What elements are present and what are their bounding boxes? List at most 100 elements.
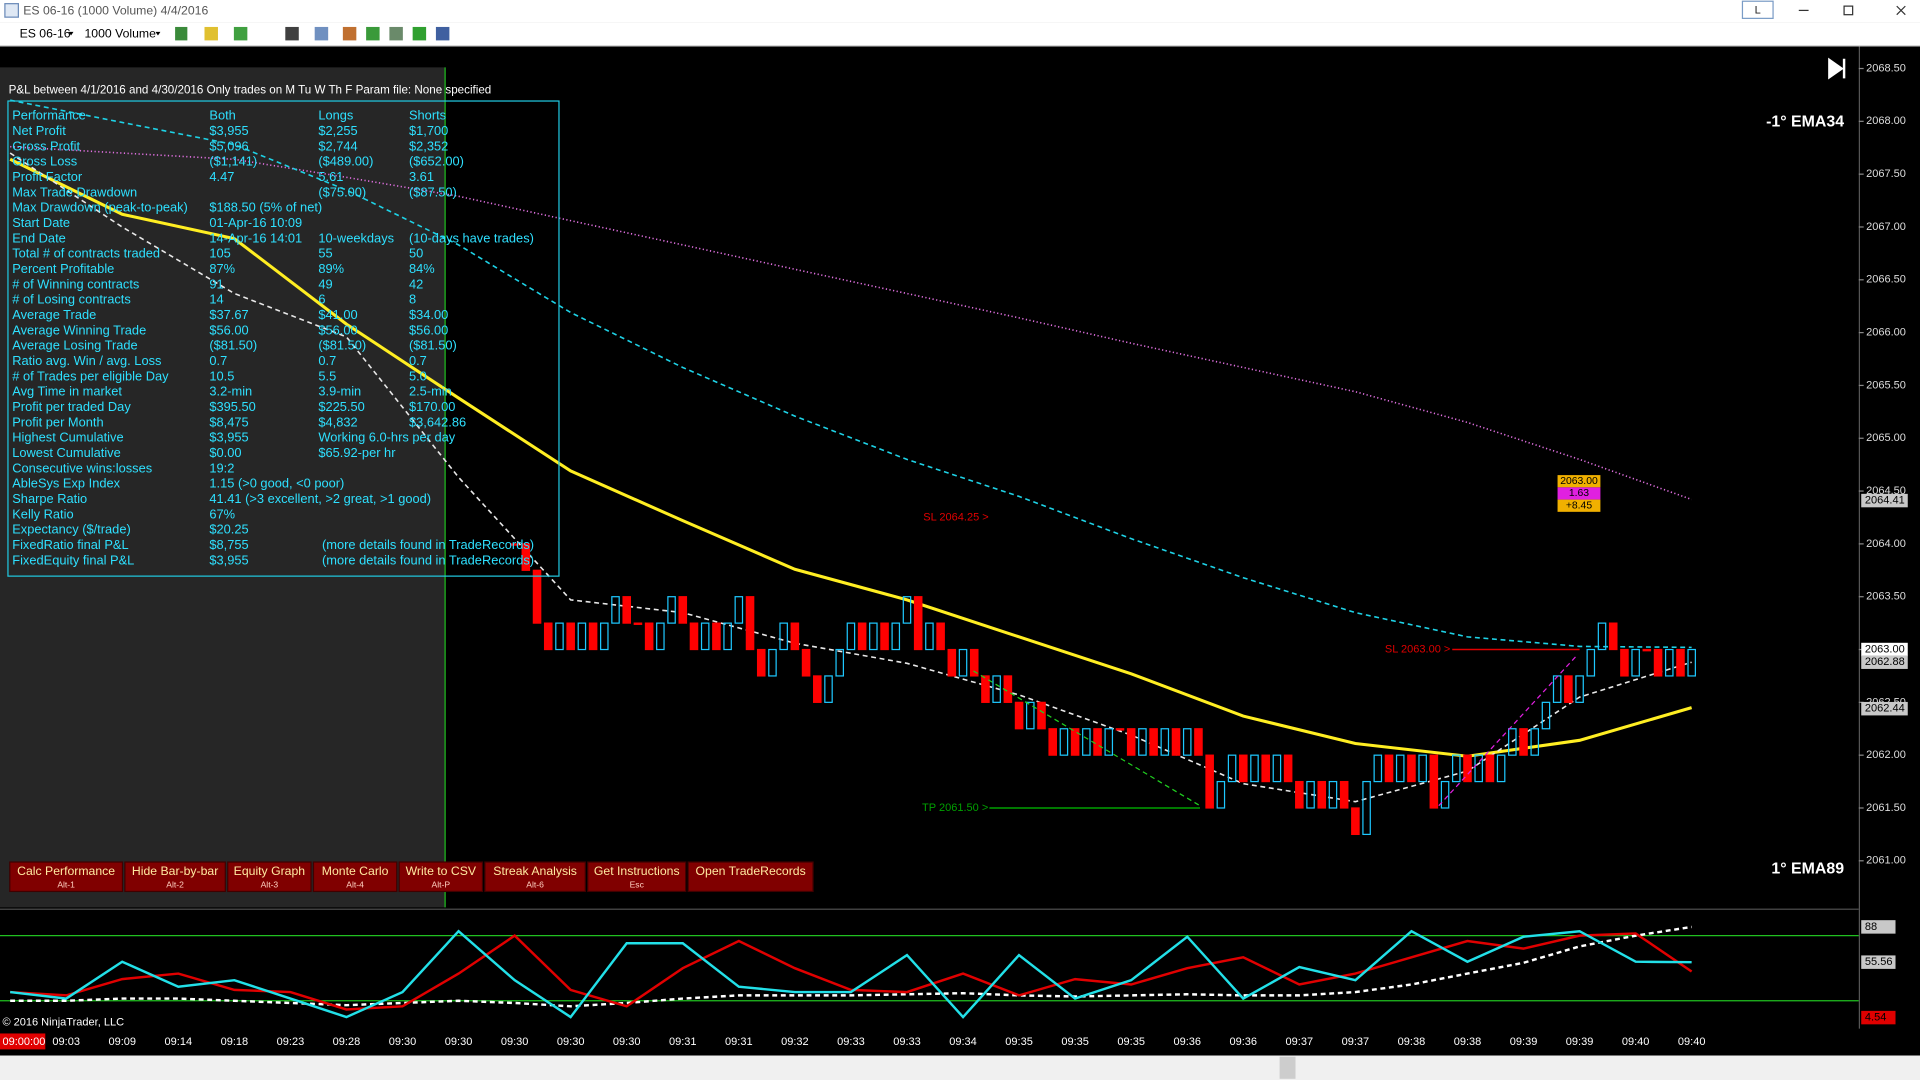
scrollbar[interactable] [0,1055,1920,1080]
time-label: 09:37 [1342,1036,1370,1048]
time-label: 09:23 [277,1036,305,1048]
oscillator-panel: 88 55.56 4.54 [0,920,1896,1025]
candle-up [1664,648,1674,677]
time-label: 09:14 [165,1036,193,1048]
candle-up [958,648,968,677]
report-cell: $34.00 [409,307,448,322]
y-tick-label: 2065.00 [1866,432,1906,444]
button-label[interactable]: Streak Analysis [493,864,577,878]
action-button[interactable] [687,861,814,893]
button-shortcut[interactable]: Alt-1 [57,880,75,890]
report-cell: $395.50 [209,399,255,414]
candle-up [1227,754,1237,783]
oscillator-marker-label: 55.56 [1865,956,1893,968]
button-shortcut[interactable]: Alt-P [432,880,451,890]
candle-down [1384,754,1394,783]
report-cell: $56.00 [318,322,357,337]
button-label[interactable]: Hide Bar-by-bar [132,864,218,878]
drawing-tool-icon[interactable] [204,26,218,41]
candle-down [532,569,542,624]
order-annotation: SL 2064.25 > [923,511,988,523]
bar-type-icon[interactable] [175,26,188,41]
button-shortcut[interactable]: Alt-3 [261,880,279,890]
button-shortcut[interactable]: Alt-4 [346,880,364,890]
candle-up [723,622,732,651]
report-cell: ($81.50) [318,338,366,353]
candle-up [768,648,777,677]
data-box-icon[interactable] [435,26,450,41]
report-cell: Gross Loss [12,154,77,169]
price-marker [1861,701,1908,716]
action-button[interactable] [398,861,484,893]
candle-down [689,622,699,651]
scroll-to-end-icon[interactable] [1828,57,1846,80]
action-button[interactable] [124,861,226,893]
y-tick-label: 2061.00 [1866,855,1906,867]
layout-button-label[interactable]: L [1755,4,1761,16]
candle-up [902,596,912,624]
action-button[interactable] [587,861,687,893]
report-cell: FixedEquity final P&L [12,552,134,567]
action-button[interactable] [9,861,124,893]
button-label[interactable]: Equity Graph [234,864,306,878]
ema-label: -1° EMA34 [1766,114,1844,131]
time-label: 09:32 [781,1036,809,1048]
report-cell: 10.5 [209,368,234,383]
candle-down [1519,728,1528,756]
report-cell: 0.7 [209,353,227,368]
trade-line [973,670,1201,807]
button-label[interactable]: Monte Carlo [322,864,389,878]
button-label[interactable]: Calc Performance [17,864,115,878]
report-column-header: Shorts [409,108,446,123]
layout-button[interactable] [1741,0,1774,19]
candle-up [1586,648,1596,677]
indicator-icon[interactable] [233,26,248,41]
button-shortcut[interactable]: Alt-6 [526,880,544,890]
instrument-selector[interactable]: ES 06-16 [20,27,71,41]
action-button[interactable] [484,861,586,893]
action-button[interactable] [227,861,312,893]
button-label[interactable]: Open TradeRecords [696,864,806,878]
scrollbar-thumb[interactable] [1279,1056,1296,1079]
candle-down [1014,701,1024,730]
time-labels: 09:00:00 09:03 09:09 09:14 09:18 09:23 09:28 09… [0,1033,1705,1050]
crosshair-icon[interactable] [285,26,299,41]
candle-up [1216,780,1226,809]
report-cell: Percent Profitable [12,261,114,276]
button-label[interactable]: Get Instructions [594,864,680,878]
button-label[interactable]: Write to CSV [406,864,477,878]
report-cell: 19:2 [209,460,234,475]
strategy-icon[interactable] [366,26,380,41]
report-cell: 5.0 [409,368,427,383]
report-header: P&L between 4/1/2016 and 4/30/2016 Only … [9,84,492,97]
restore-button[interactable] [1843,5,1854,16]
report-cell: Sharpe Ratio [12,491,87,506]
chart-trader-icon[interactable] [389,26,403,41]
dollar-icon[interactable] [412,26,427,41]
report-cell: $188.50 (5% of net) [209,200,322,215]
report-cell: 105 [209,246,230,261]
candle-down [1194,728,1203,756]
oscillator-marker [1861,1010,1896,1025]
report-cell: 6 [318,292,325,307]
report-cell: Highest Cumulative [12,430,123,445]
action-button[interactable] [312,861,398,893]
report-cell: Lowest Cumulative [12,445,121,460]
candle-down [801,648,811,677]
button-shortcut[interactable]: Alt-2 [166,880,184,890]
report-column-header: Both [209,108,235,123]
report-cell: ($75.00) [318,184,366,199]
zoom-icon[interactable] [314,26,329,41]
candle-down [566,622,575,651]
button-shortcut[interactable]: Esc [630,880,645,890]
report-cell: $3,642.86 [409,414,466,429]
properties-icon[interactable] [342,26,357,41]
candle-up [577,622,587,651]
interval-selector[interactable]: 1000 Volume [84,27,156,41]
window-title: ES 06-16 (1000 Volume) 4/4/2016 [23,3,208,17]
report-cell: Average Losing Trade [12,338,137,353]
close-button[interactable] [1896,5,1906,16]
report-cell: $65.92-per hr [318,445,396,460]
candle-up [611,596,620,624]
y-tick-label: 2062.00 [1866,749,1906,761]
